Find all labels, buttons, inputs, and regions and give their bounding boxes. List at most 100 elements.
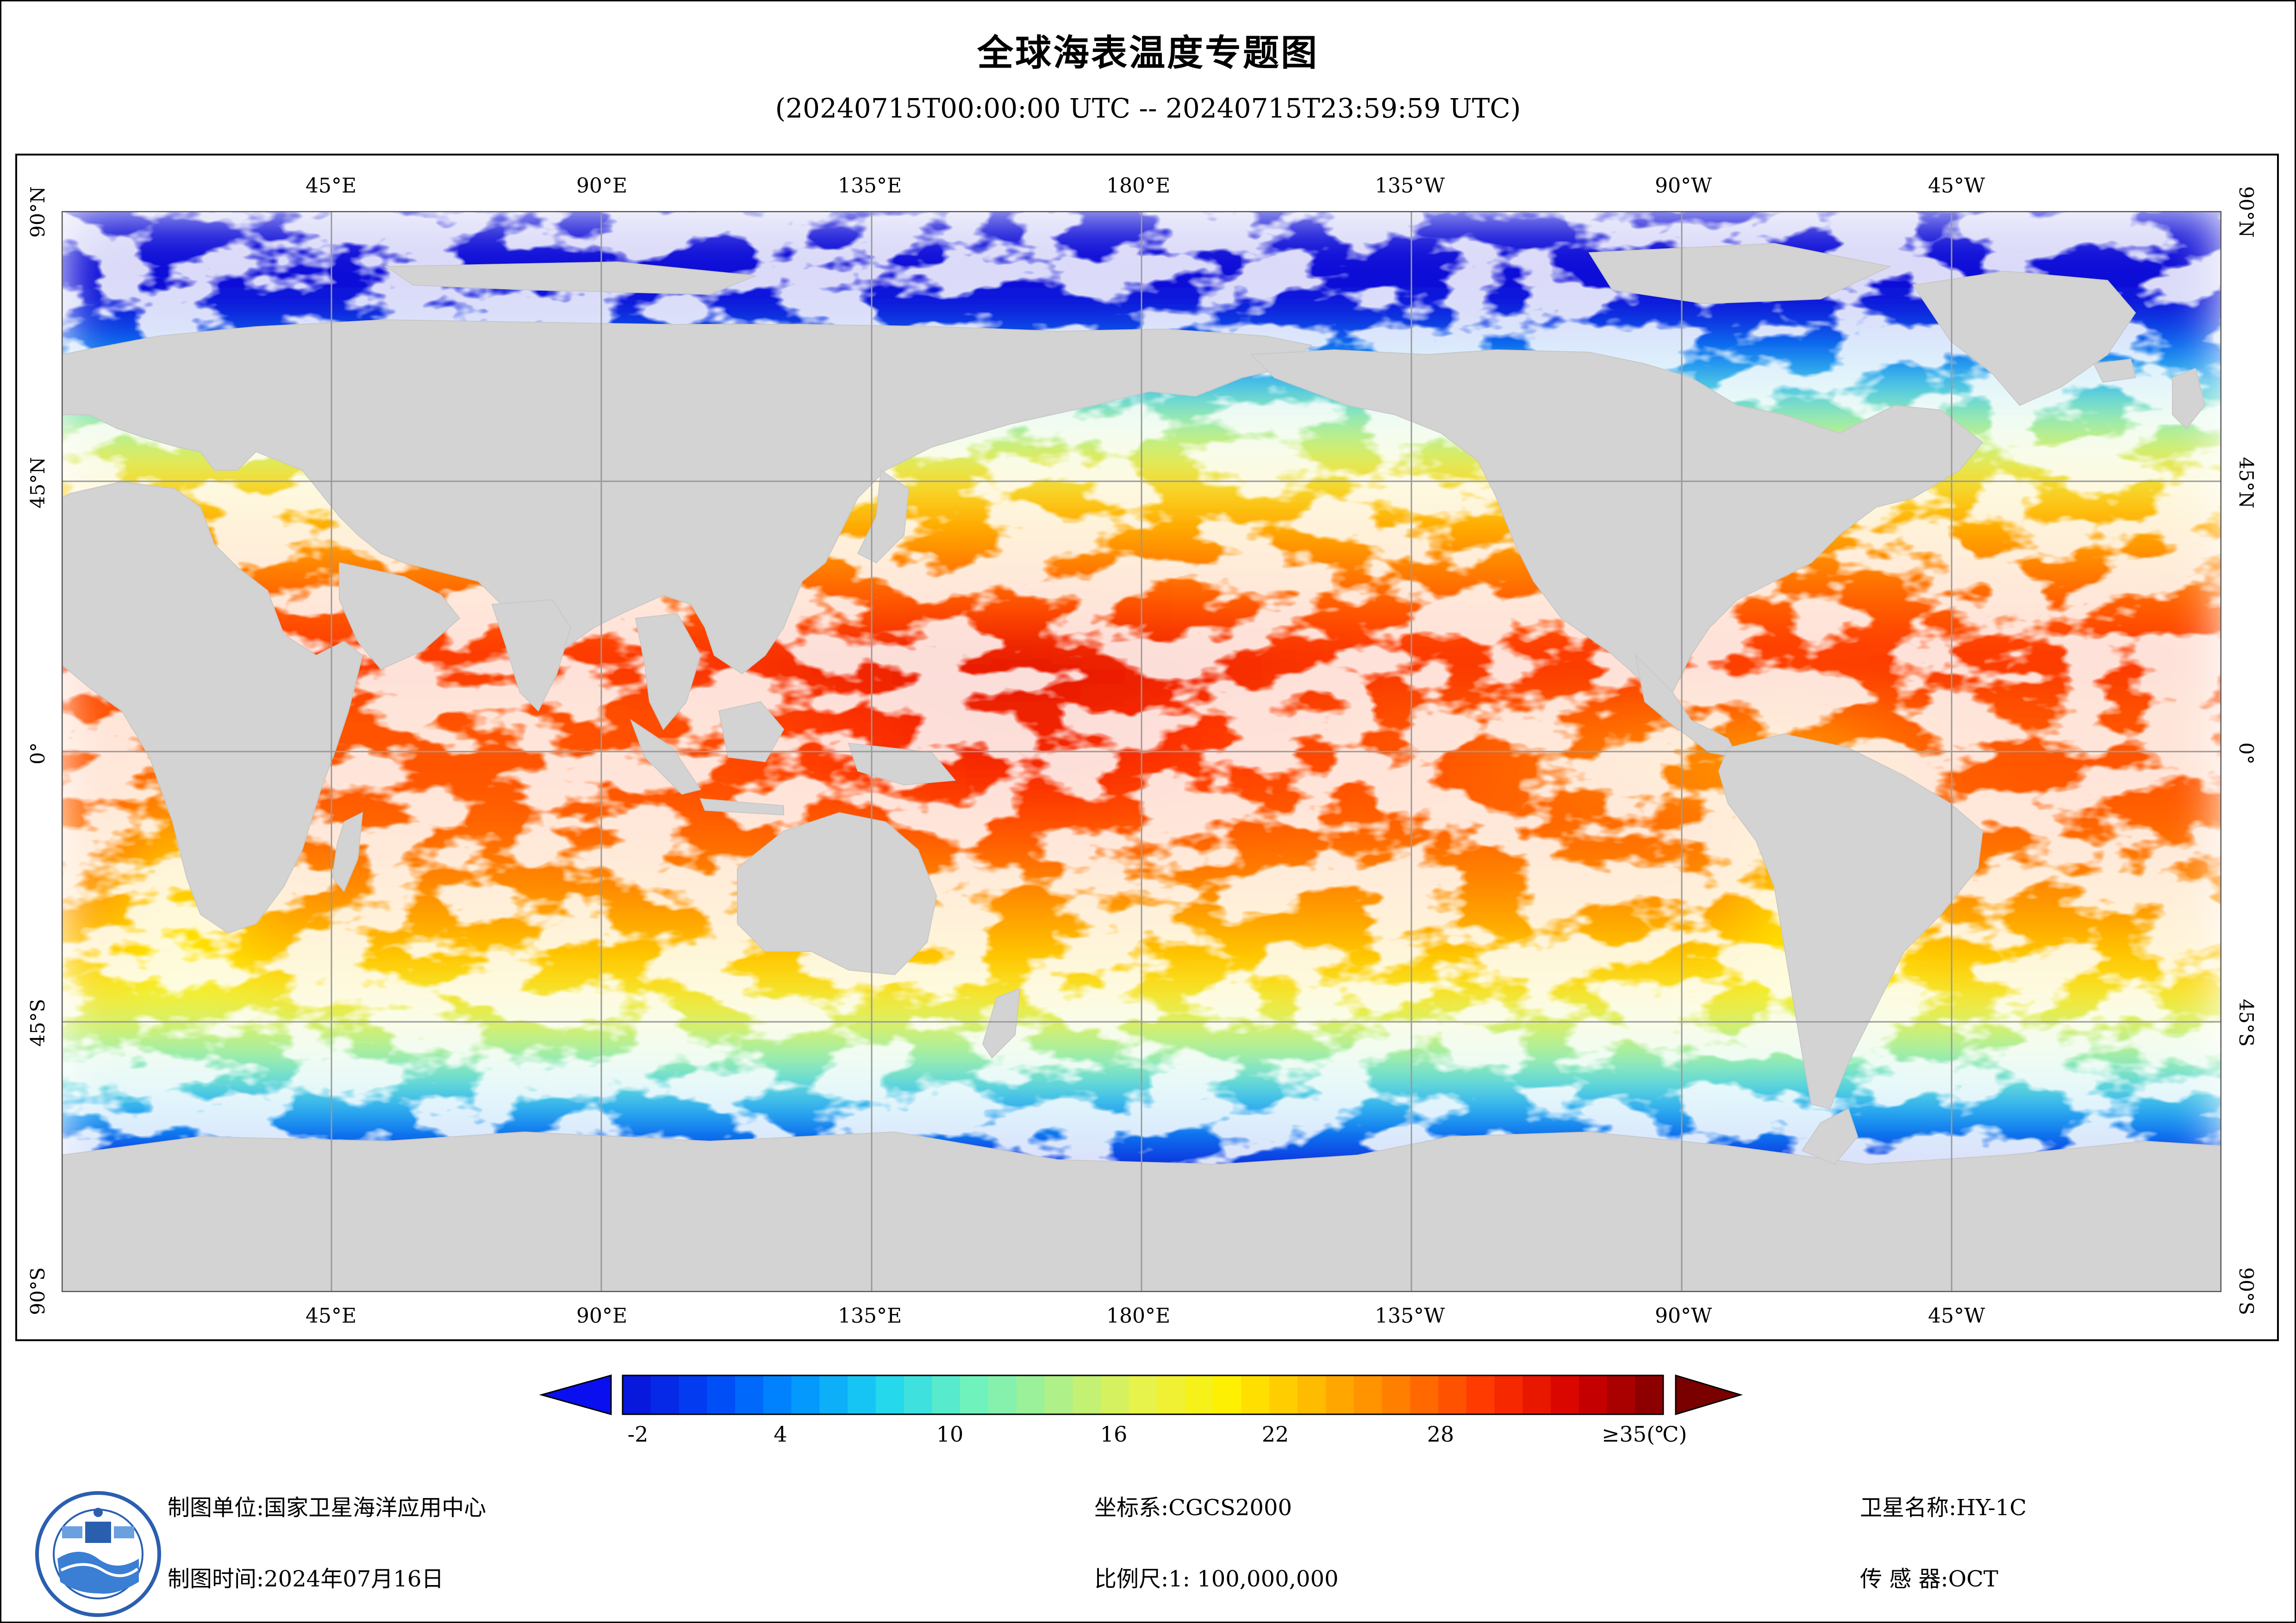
date-info: 制图时间:2024年07月16日 [168, 1561, 444, 1593]
colorbar-band [1410, 1375, 1439, 1414]
lat-label-left-45n: 45°N [26, 457, 49, 509]
satellite-label: 卫星名称: [1860, 1495, 1957, 1521]
colorbar-band [763, 1375, 792, 1414]
land-australia [737, 812, 937, 976]
land-iceland [2093, 358, 2136, 383]
land-borneo [718, 701, 785, 763]
date-label: 制图时间: [168, 1566, 264, 1592]
colorbar-band [1213, 1375, 1242, 1414]
colorbar-bands [623, 1375, 1664, 1414]
lat-label-left-90s: 90°S [26, 1267, 49, 1315]
lon-label-top-90w: 90°W [1655, 174, 1712, 198]
land-japan [857, 469, 910, 564]
lat-label-left-90n: 90°N [26, 186, 49, 238]
colorbar-band [735, 1375, 764, 1414]
land-north-america [1250, 349, 1984, 693]
sensor-info: 传 感 器:OCT [1860, 1561, 1998, 1593]
producer-label: 制图单位: [168, 1495, 264, 1521]
land-eurasia [62, 319, 1313, 693]
sensor-label: 传 感 器: [1860, 1566, 1948, 1592]
colorbar-band [1269, 1375, 1298, 1414]
land-canadian-archipelago [1588, 243, 1892, 305]
colorbar-band [1157, 1375, 1185, 1414]
nsoas-logo [33, 1489, 163, 1619]
colorbar-band [1298, 1375, 1326, 1414]
colorbar-band [988, 1375, 1017, 1414]
land-greenland [1912, 270, 2136, 406]
crs-info: 坐标系:CGCS2000 [1094, 1489, 1292, 1522]
lon-label-top-135w: 135°W [1375, 174, 1445, 198]
colorbar-band [1522, 1375, 1551, 1414]
lon-label-top-45e: 45°E [306, 174, 357, 198]
satellite-value: HY-1C [1956, 1495, 2027, 1521]
colorbar-unit-label: ≥35(℃) [1602, 1422, 1687, 1447]
land-antarctic-peninsula [1801, 1108, 1859, 1165]
time-range-subtitle: (20240715T00:00:00 UTC -- 20240715T23:59… [775, 93, 1521, 124]
colorbar-over-arrow [1675, 1374, 1743, 1416]
colorbar-band [1635, 1375, 1664, 1414]
colorbar-band [1044, 1375, 1073, 1414]
colorbar-band [819, 1375, 848, 1414]
lat-label-left-0: 0° [26, 742, 49, 765]
colorbar-tick-label: 16 [1100, 1422, 1128, 1447]
colorbar-band [1016, 1375, 1045, 1414]
colorbar-tick-label: 10 [936, 1422, 964, 1447]
colorbar-band [1382, 1375, 1410, 1414]
land-arabia [339, 562, 461, 670]
land-india [491, 599, 572, 712]
colorbar-band [1185, 1375, 1214, 1414]
colorbar-band [848, 1375, 876, 1414]
lat-label-right-45s: 45°S [2235, 999, 2258, 1047]
lon-label-bottom-90w: 90°W [1655, 1304, 1712, 1328]
land-south-america [1718, 733, 1984, 1110]
land-newzealand [982, 988, 1021, 1059]
colorbar-band [1607, 1375, 1635, 1414]
colorbar-band [623, 1375, 651, 1414]
lat-label-right-90n: 90°N [2235, 186, 2258, 238]
colorbar-band [1129, 1375, 1157, 1414]
land-arctic-islands [384, 261, 756, 295]
colorbar-band [1100, 1375, 1129, 1414]
producer-info: 制图单位:国家卫星海洋应用中心 [168, 1489, 486, 1522]
lon-label-bottom-135e: 135°E [838, 1304, 902, 1328]
colorbar-band [1438, 1375, 1467, 1414]
colorbar-band [1494, 1375, 1523, 1414]
land-indochina [635, 613, 701, 730]
colorbar-band [1578, 1375, 1608, 1414]
crs-value: CGCS2000 [1168, 1495, 1292, 1521]
colorbar-band [932, 1375, 961, 1414]
sensor-value: OCT [1948, 1566, 1998, 1592]
colorbar-band [1325, 1375, 1354, 1414]
map-border [62, 211, 2221, 1292]
colorbar-band [1550, 1375, 1579, 1414]
lon-label-bottom-180e: 180°E [1106, 1304, 1171, 1328]
scale-info: 比例尺:1: 100,000,000 [1094, 1561, 1339, 1593]
lon-label-bottom-90e: 90°E [576, 1304, 628, 1328]
graticule [62, 211, 2221, 1292]
colorbar-band [1466, 1375, 1495, 1414]
colorbar-band [904, 1375, 932, 1414]
producer-value: 国家卫星海洋应用中心 [264, 1495, 487, 1521]
colorbar-band [679, 1375, 707, 1414]
scale-value: 1: 100,000,000 [1168, 1566, 1339, 1592]
lat-label-left-45s: 45°S [26, 999, 49, 1047]
colorbar-band [1073, 1375, 1101, 1414]
lon-label-top-180e: 180°E [1106, 174, 1171, 198]
lon-label-bottom-45w: 45°W [1928, 1304, 1985, 1328]
sst-map[interactable] [62, 211, 2221, 1292]
colorbar-band [1354, 1375, 1383, 1414]
land-britain [2172, 367, 2206, 429]
land-java [699, 798, 784, 816]
colorbar-band [650, 1375, 680, 1414]
colorbar-band [707, 1375, 736, 1414]
map-title: 全球海表温度专题图 [977, 32, 1319, 74]
lon-label-top-135e: 135°E [838, 174, 902, 198]
land-madagascar [331, 812, 363, 892]
lat-label-right-0: 0° [2235, 742, 2258, 765]
lon-label-top-45w: 45°W [1928, 174, 1985, 198]
scale-label: 比例尺: [1094, 1566, 1169, 1592]
map-frame [15, 154, 2279, 1341]
date-value: 2024年07月16日 [264, 1566, 444, 1592]
colorbar-under-arrow [539, 1374, 612, 1415]
